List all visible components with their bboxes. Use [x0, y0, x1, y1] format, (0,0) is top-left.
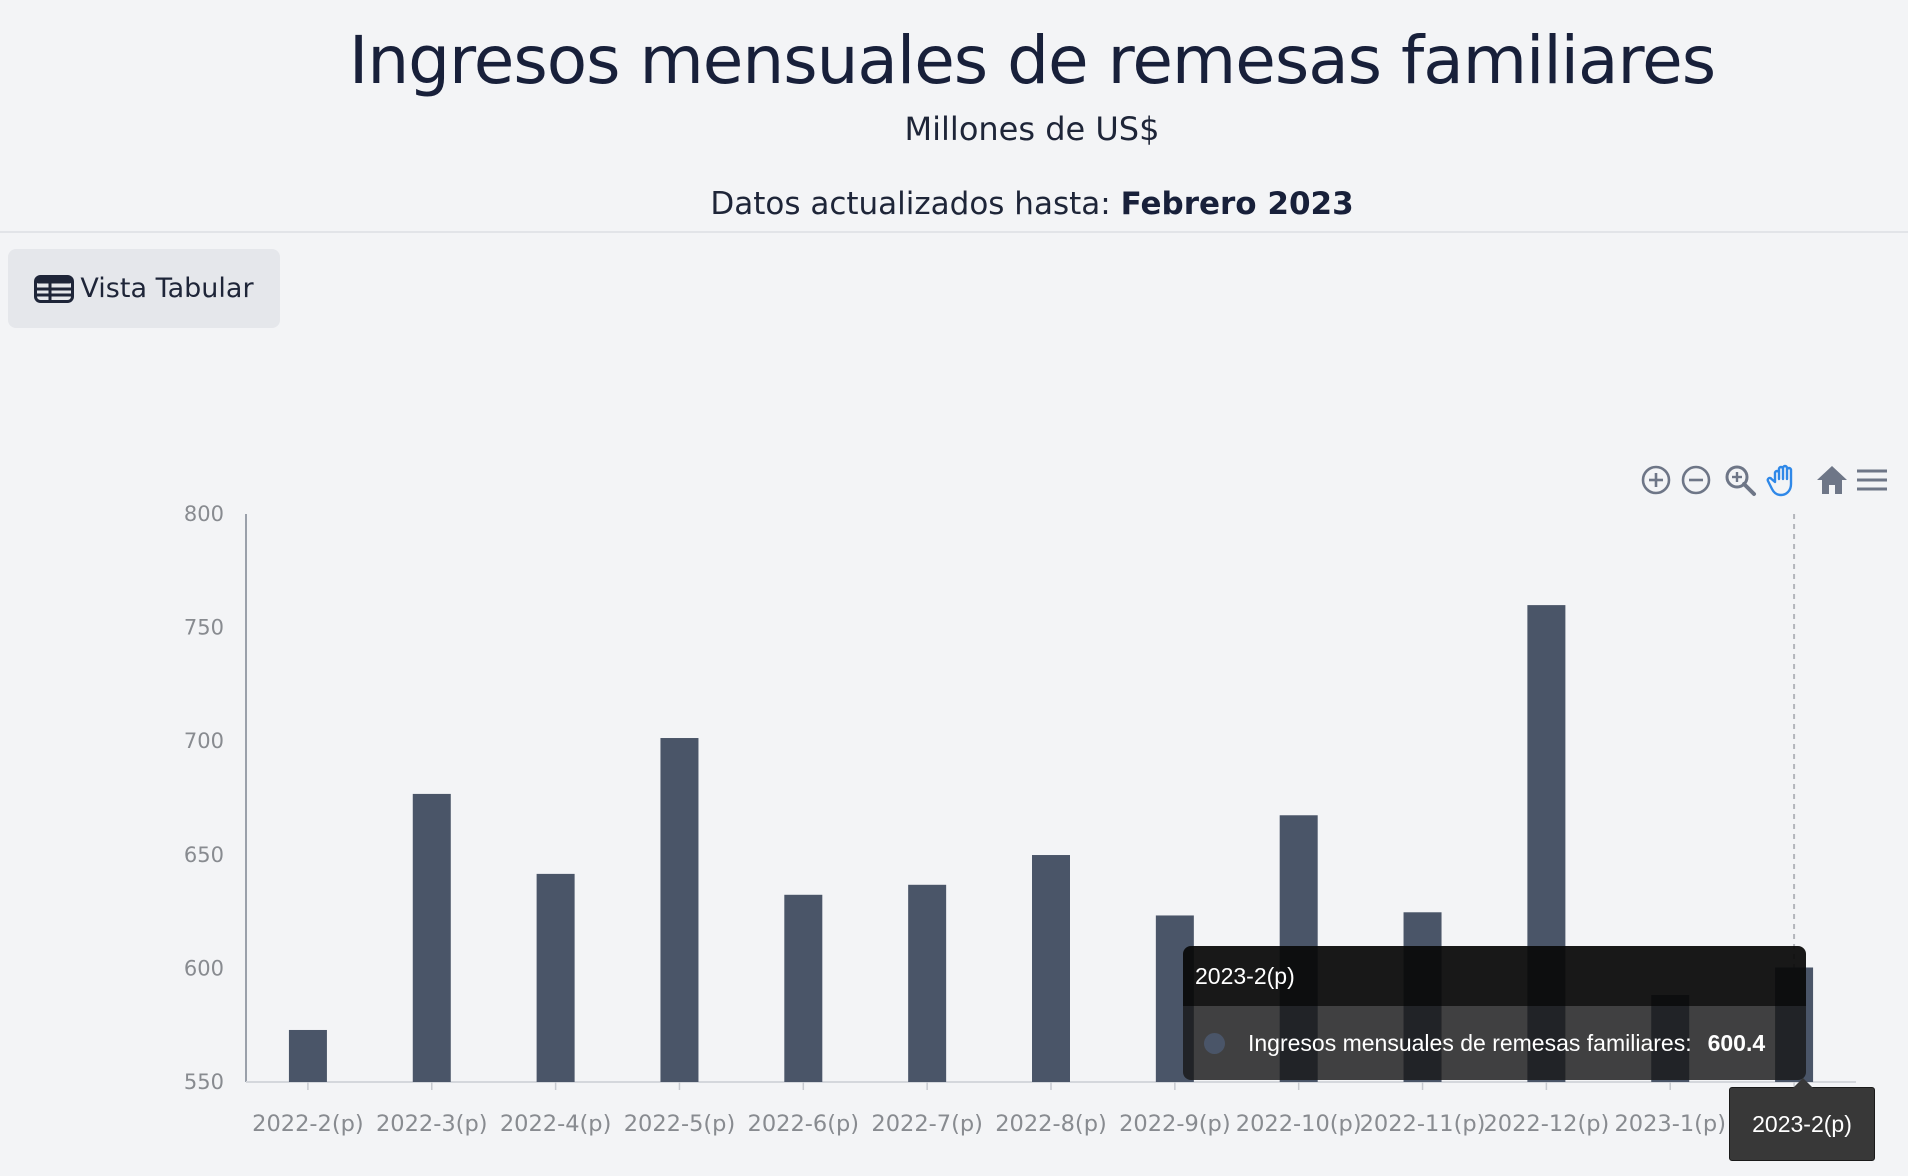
updated-value: Febrero 2023	[1120, 186, 1354, 222]
x-tick-label: 2023-1(p)	[1614, 1111, 1726, 1137]
x-tick-label: 2022-2(p)	[252, 1111, 364, 1137]
y-tick-label: 700	[184, 729, 224, 753]
x-tick-label: 2022-4(p)	[500, 1111, 612, 1137]
tooltip-body: Ingresos mensuales de remesas familiares…	[1183, 1006, 1806, 1080]
bar[interactable]	[908, 884, 947, 1082]
x-tick-label: 2022-9(p)	[1119, 1111, 1231, 1137]
x-axis-labels: 2022-2(p) 2022-3(p) 2022-4(p) 2022-5(p) 2022…	[252, 1111, 1726, 1137]
zoom-in-icon[interactable]	[1638, 462, 1674, 498]
y-tick-label: 550	[184, 1070, 224, 1094]
x-tick-label: 2022-6(p)	[748, 1111, 860, 1137]
x-tick-label: 2022-12(p)	[1483, 1111, 1609, 1137]
home-icon[interactable]	[1814, 462, 1850, 498]
bar[interactable]	[536, 873, 575, 1082]
tooltip-category: 2023-2(p)	[1183, 946, 1806, 1006]
updated-prefix: Datos actualizados hasta:	[710, 186, 1111, 222]
tabular-view-label: Vista Tabular	[80, 273, 254, 304]
series-marker-icon	[1204, 1032, 1225, 1054]
bar[interactable]	[412, 793, 451, 1082]
x-tick-label: 2022-8(p)	[995, 1111, 1107, 1137]
x-axis-tooltip: 2023-2(p)	[1729, 1078, 1875, 1161]
tooltip-series-name: Ingresos mensuales de remesas familiares…	[1248, 1029, 1692, 1056]
y-tick-label: 650	[184, 843, 224, 867]
x-tick-label: 2022-10(p)	[1236, 1111, 1362, 1137]
x-tick-label: 2022-7(p)	[871, 1111, 983, 1137]
header-divider	[0, 231, 1908, 233]
menu-icon[interactable]	[1854, 462, 1890, 498]
tooltip-value: 600.4	[1707, 1029, 1766, 1056]
page-title: Ingresos mensuales de remesas familiares	[348, 22, 1716, 99]
y-tick-label: 750	[184, 616, 224, 640]
x-axis-tick-marks	[307, 1082, 1795, 1090]
bar[interactable]	[288, 1029, 327, 1082]
tabular-view-button[interactable]: Vista Tabular	[8, 249, 280, 328]
page-subtitle: Millones de US$	[904, 110, 1160, 148]
x-tick-label: 2022-5(p)	[624, 1111, 736, 1137]
x-tick-label: 2022-11(p)	[1360, 1111, 1486, 1137]
x-tick-label: 2022-3(p)	[376, 1111, 488, 1137]
table-icon	[34, 274, 75, 303]
magnifier-icon[interactable]	[1722, 462, 1758, 498]
y-tick-label: 600	[184, 956, 224, 980]
y-axis-ticks: 550 600 650 700 750 800	[184, 502, 224, 1094]
data-tooltip: 2023-2(p) Ingresos mensuales de remesas …	[1183, 946, 1806, 1080]
bar[interactable]	[660, 738, 699, 1082]
updated-note: Datos actualizados hasta: Febrero 2023	[0, 186, 1908, 222]
bar[interactable]	[784, 894, 823, 1082]
bar[interactable]	[1032, 855, 1070, 1082]
pan-hand-icon[interactable]	[1766, 462, 1802, 498]
zoom-out-icon[interactable]	[1678, 462, 1714, 498]
y-tick-label: 800	[184, 502, 224, 526]
